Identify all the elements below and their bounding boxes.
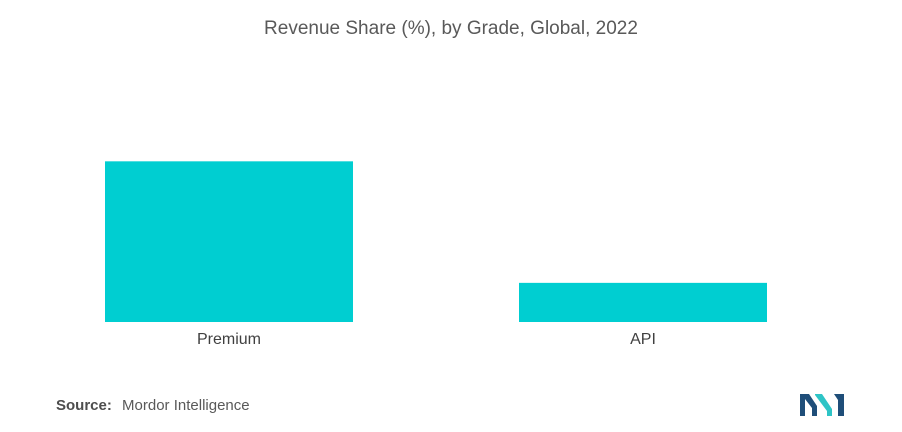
source-label: Source: bbox=[56, 397, 112, 414]
mordor-logo-icon bbox=[800, 394, 844, 416]
bar-api bbox=[519, 282, 767, 322]
source-note: Source: Mordor Intelligence bbox=[56, 397, 250, 414]
tick-label-premium: Premium bbox=[197, 331, 261, 348]
chart-title: Revenue Share (%), by Grade, Global, 202… bbox=[264, 18, 638, 39]
bar-premium bbox=[105, 161, 353, 322]
source-text: Mordor Intelligence bbox=[122, 397, 250, 414]
bars-layer bbox=[105, 161, 767, 322]
tick-label-api: API bbox=[630, 331, 656, 348]
tick-labels-layer: Premium API bbox=[197, 331, 656, 348]
